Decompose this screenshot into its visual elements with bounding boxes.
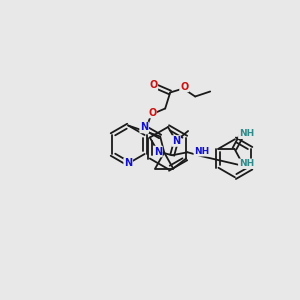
Text: NH: NH bbox=[239, 159, 254, 168]
Text: O: O bbox=[148, 107, 156, 118]
Text: NH: NH bbox=[239, 129, 254, 138]
Text: O: O bbox=[149, 80, 157, 91]
Text: N: N bbox=[140, 122, 148, 133]
Text: NH: NH bbox=[194, 147, 209, 156]
Text: N: N bbox=[172, 136, 180, 146]
Text: N: N bbox=[154, 146, 162, 157]
Text: O: O bbox=[180, 82, 188, 92]
Text: N: N bbox=[124, 158, 132, 169]
